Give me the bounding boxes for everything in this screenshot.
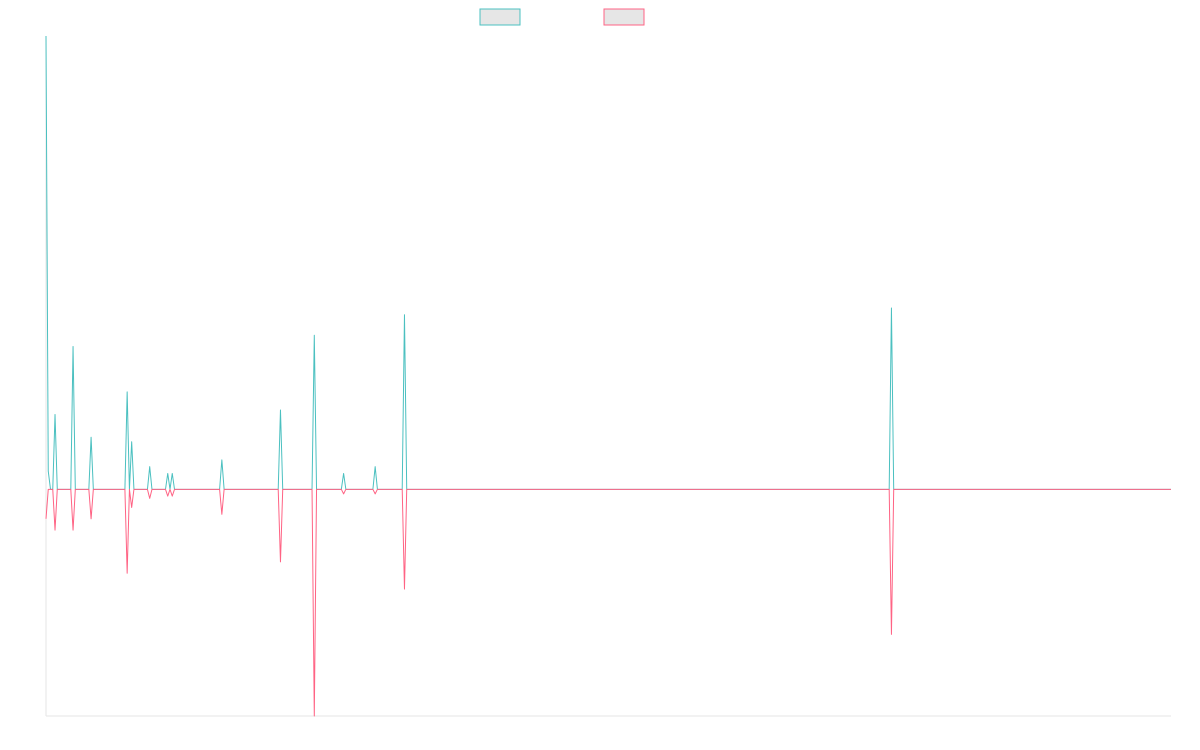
series-line-2 [45, 488, 1171, 717]
series-line-1 [45, 35, 1171, 490]
series-group [45, 35, 1171, 717]
legend-swatch-2[interactable] [603, 8, 645, 26]
legend[interactable] [479, 8, 645, 26]
axes [45, 36, 1171, 717]
legend-swatch-1[interactable] [479, 8, 521, 26]
